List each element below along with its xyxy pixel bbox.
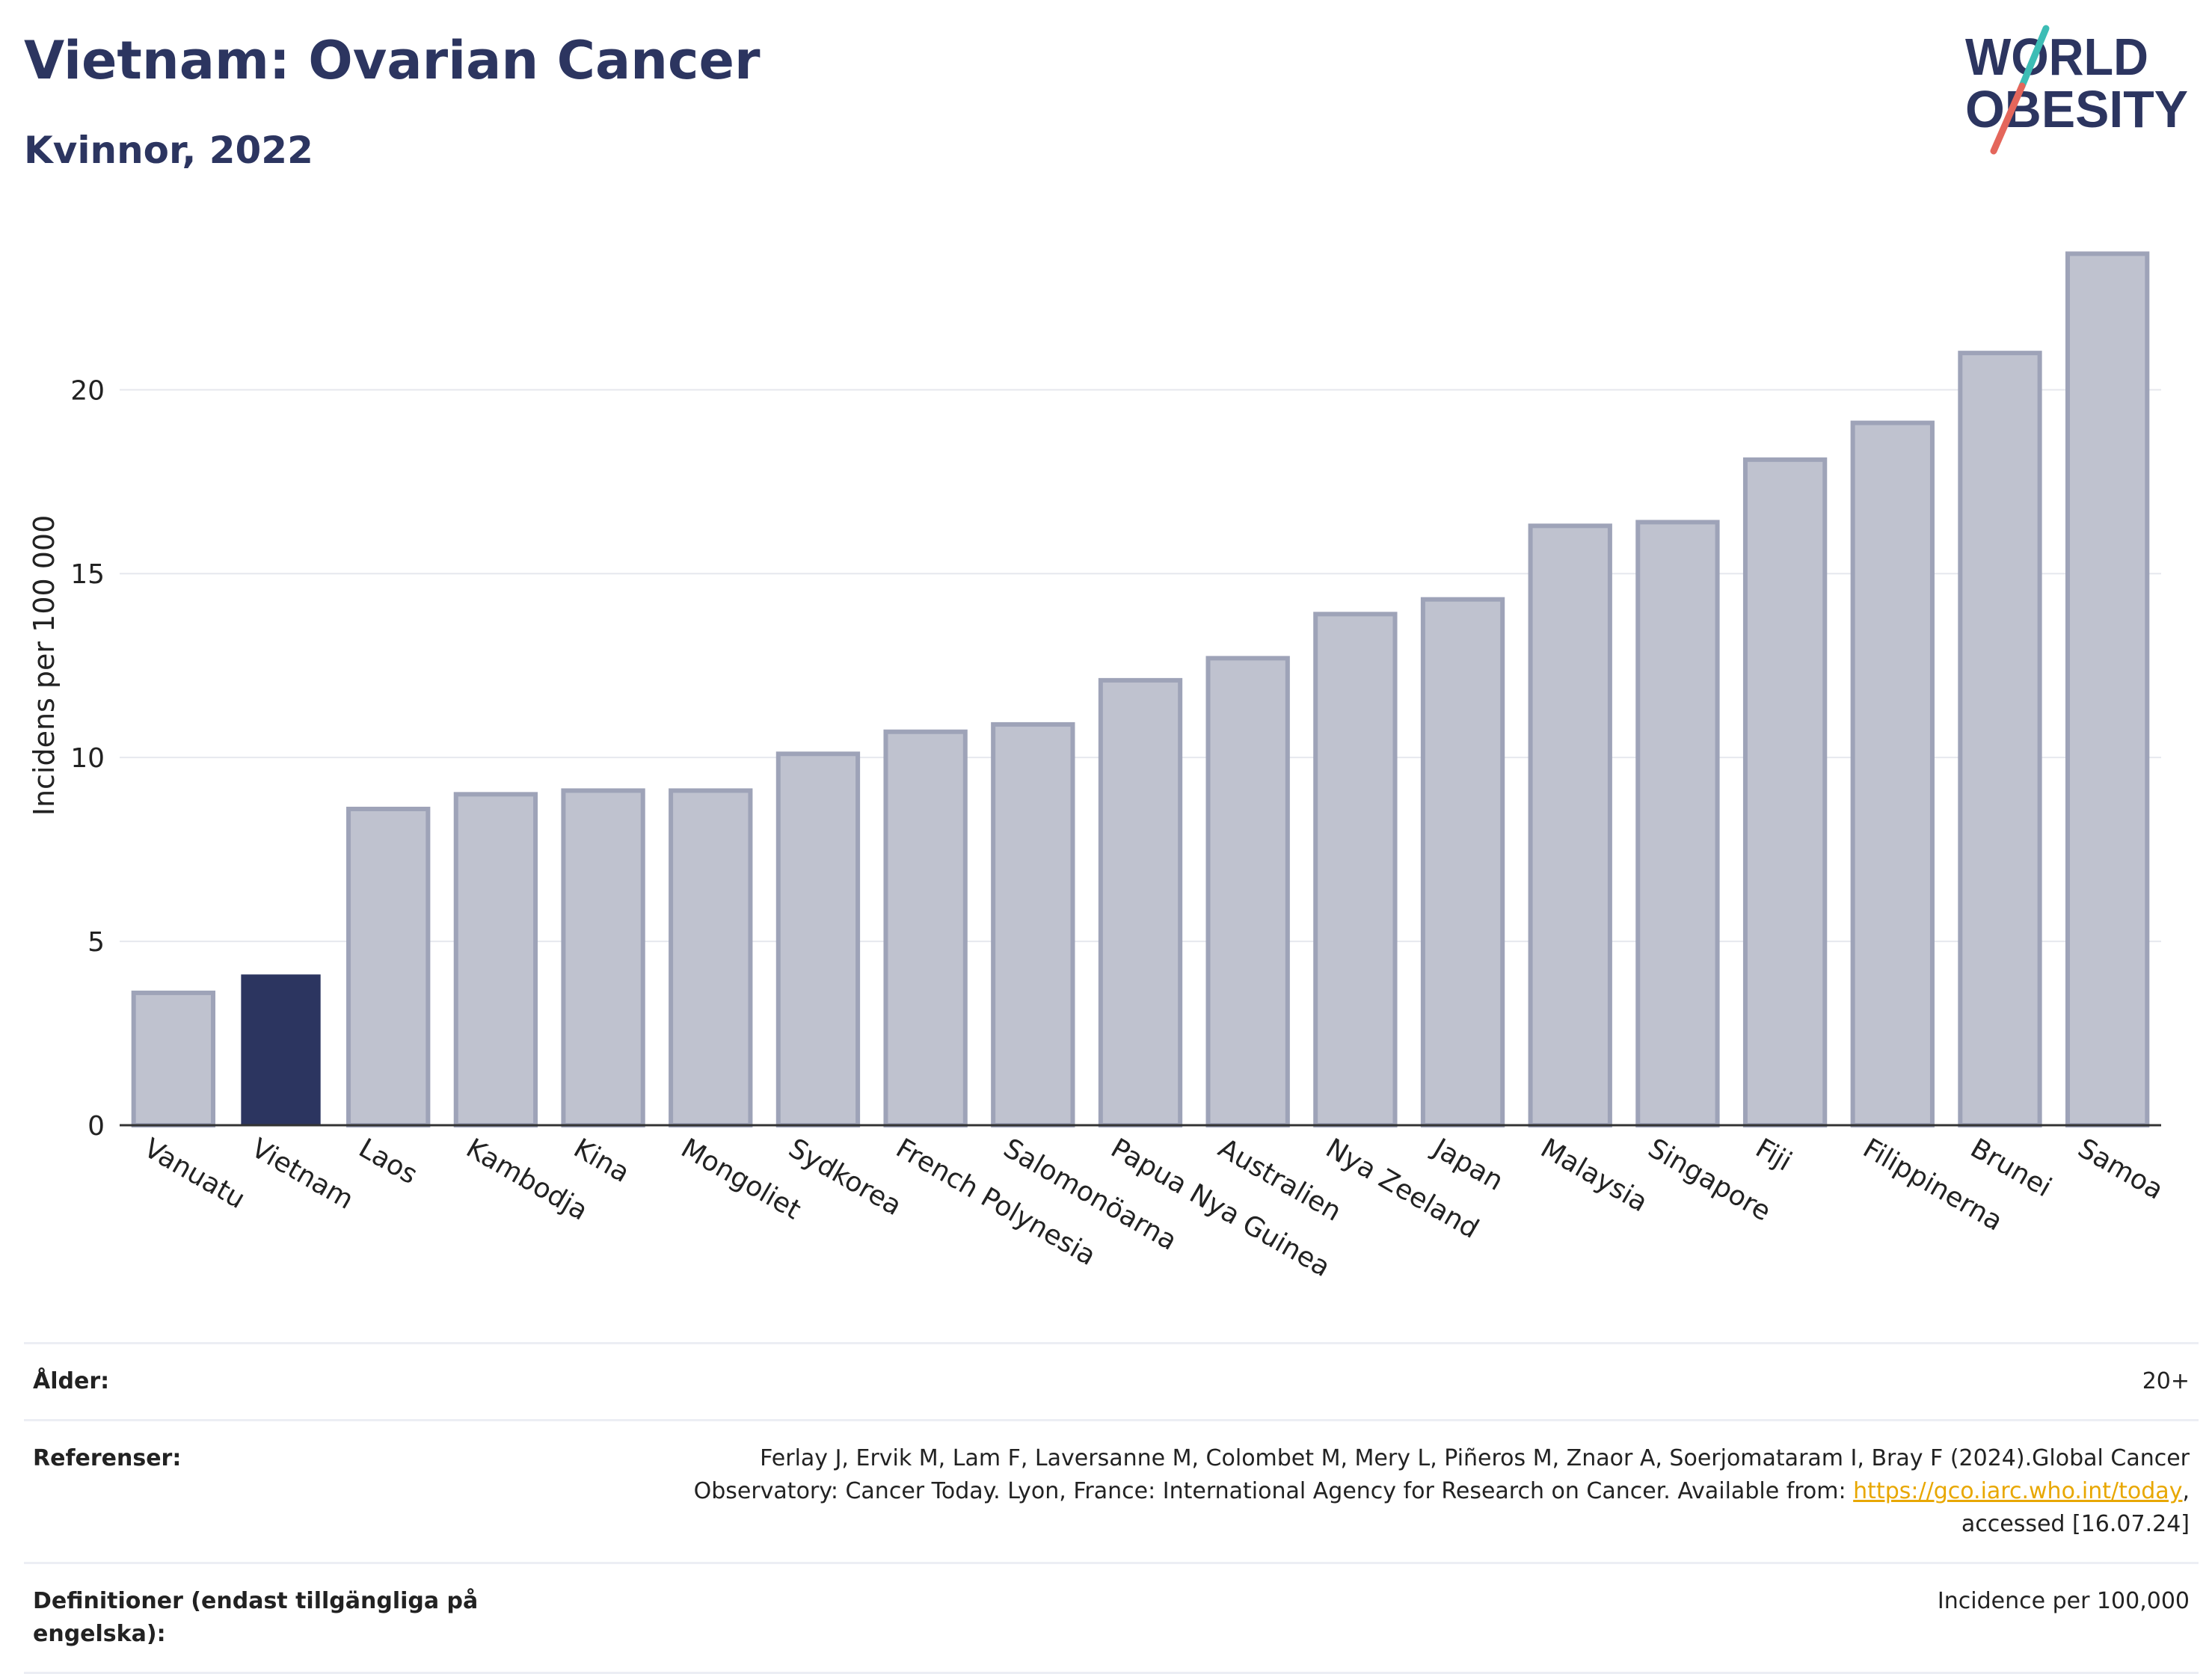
logo-word-world: WORLD xyxy=(1965,28,2148,86)
info-row-definitions: Definitioner (endast tillgängliga på eng… xyxy=(24,1562,2199,1674)
bars xyxy=(131,251,2150,1128)
bar-kambodja xyxy=(453,792,538,1127)
bar-samoa xyxy=(2065,251,2150,1127)
bar-brunei xyxy=(1958,351,2042,1128)
x-tick-label: French Polynesia xyxy=(891,1133,1101,1272)
x-tick-label: Kina xyxy=(568,1133,634,1189)
x-tick-label: Japan xyxy=(1427,1132,1508,1197)
y-tick-label: 0 xyxy=(87,1111,105,1142)
x-tick-label: Sydkorea xyxy=(783,1133,906,1222)
bar-australien xyxy=(1205,656,1290,1127)
bar-mongoliet xyxy=(669,788,753,1128)
info-table: Ålder: 20+ Referenser: Ferlay J, Ervik M… xyxy=(24,1342,2199,1674)
x-tick-label: Singapore xyxy=(1643,1133,1776,1227)
bar-salomon-arna xyxy=(991,721,1075,1127)
x-tick-label: Vanuatu xyxy=(138,1133,250,1215)
bar-papua-nya-guinea xyxy=(1098,677,1183,1127)
definitions-label: Definitioner (endast tillgängliga på eng… xyxy=(33,1588,479,1647)
age-value: 20+ xyxy=(2142,1368,2190,1394)
references-accessed: , accessed [16.07.24] xyxy=(1961,1478,2190,1537)
references-value: Ferlay J, Ervik M, Lam F, Laversanne M, … xyxy=(619,1442,2190,1541)
info-row-age: Ålder: 20+ xyxy=(24,1342,2199,1419)
logo-slash-coral xyxy=(1990,82,2026,155)
bar-vanuatu xyxy=(131,990,216,1127)
x-tick-label: Malaysia xyxy=(1535,1133,1653,1218)
bar-malaysia xyxy=(1528,523,1612,1127)
info-row-references: Referenser: Ferlay J, Ervik M, Lam F, La… xyxy=(24,1419,2199,1562)
age-label: Ålder: xyxy=(33,1368,110,1394)
page-title: Vietnam: Ovarian Cancer xyxy=(24,30,761,91)
y-tick-label: 20 xyxy=(70,375,105,406)
bar-french-polynesia xyxy=(883,729,968,1127)
y-axis-ticks: 0 5 10 15 20 xyxy=(70,375,105,1142)
x-tick-label: Brunei xyxy=(1965,1133,2056,1203)
bar-nya-zeeland xyxy=(1313,612,1398,1127)
page-subtitle: Kvinnor, 2022 xyxy=(24,129,313,172)
y-tick-label: 5 xyxy=(87,927,105,958)
definitions-value: Incidence per 100,000 xyxy=(1937,1588,2190,1614)
logo-slash-teal xyxy=(2018,25,2050,90)
bar-sydkorea xyxy=(775,751,861,1127)
references-link[interactable]: https://gco.iarc.who.int/today xyxy=(1853,1478,2183,1504)
bar-filippinerna xyxy=(1850,420,1935,1127)
bar-singapore xyxy=(1635,520,1720,1127)
y-axis-label: Incidens per 100 000 xyxy=(28,515,61,816)
y-tick-label: 10 xyxy=(70,743,105,774)
bar-laos xyxy=(346,807,431,1127)
bar-fiji xyxy=(1742,457,1828,1127)
y-tick-label: 15 xyxy=(70,559,105,590)
world-obesity-logo: WORLD OBESITY xyxy=(1965,25,2188,155)
bar-kina xyxy=(561,788,645,1128)
x-tick-label: Kambodja xyxy=(461,1133,592,1226)
references-text: Ferlay J, Ervik M, Lam F, Laversanne M, … xyxy=(693,1445,2190,1504)
x-tick-label: Samoa xyxy=(2073,1133,2169,1206)
x-tick-label: Fiji xyxy=(1751,1133,1797,1178)
x-tick-label: Mongoliet xyxy=(676,1133,806,1225)
bar-vietnam xyxy=(241,974,321,1125)
references-label: Referenser: xyxy=(33,1445,182,1471)
bar-japan xyxy=(1420,597,1505,1127)
x-tick-label: Vietnam xyxy=(246,1133,358,1216)
x-tick-label: Laos xyxy=(354,1133,423,1190)
